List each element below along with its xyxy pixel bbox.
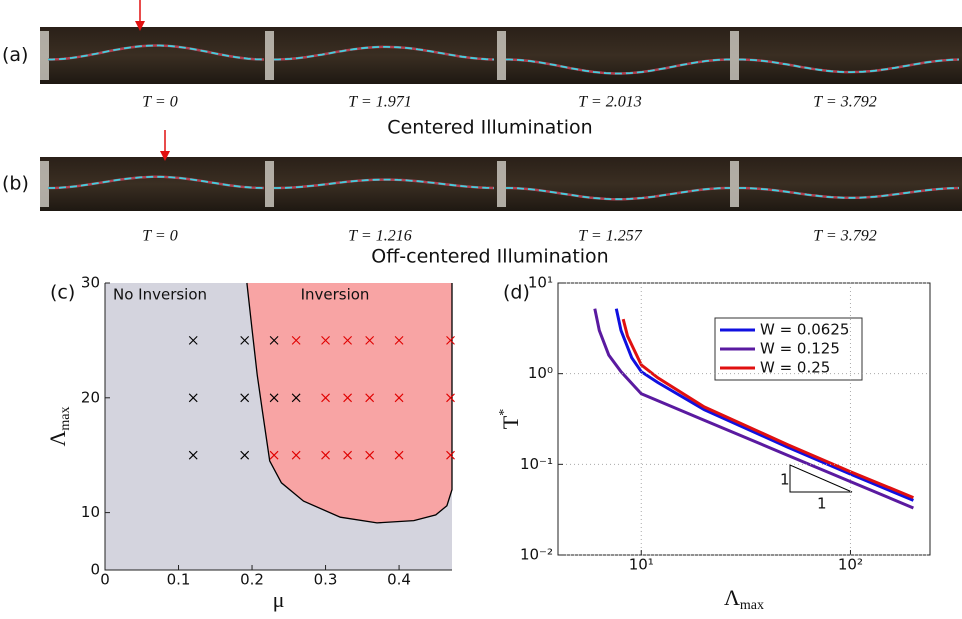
cross-marker xyxy=(269,393,279,403)
caption: Off-centered Illumination xyxy=(371,246,608,268)
fit-curve xyxy=(48,175,265,189)
cross-marker xyxy=(446,393,455,403)
x-axis-label: μ xyxy=(273,587,285,612)
fit-curve xyxy=(739,187,960,199)
y-tick-label: 10⁰ xyxy=(528,364,553,382)
cross-marker xyxy=(321,336,330,345)
series-line xyxy=(593,308,914,510)
panel-label: (a) xyxy=(2,44,28,66)
x-tick-label: 0 xyxy=(100,571,110,589)
needle xyxy=(40,161,49,207)
x-axis-label: Λmax xyxy=(724,585,764,613)
cross-marker xyxy=(446,336,455,345)
cross-marker xyxy=(291,336,301,345)
time-label: T = 1.216 xyxy=(348,228,411,245)
cross-marker xyxy=(365,336,375,345)
cross-marker xyxy=(269,450,279,460)
series-line xyxy=(614,308,914,502)
needle xyxy=(265,31,274,80)
panel-label: (c) xyxy=(50,282,75,304)
cross-marker xyxy=(240,450,250,460)
cross-marker xyxy=(365,393,375,403)
x-axis-label-base: Λ xyxy=(724,585,740,610)
cross-marker xyxy=(321,393,330,403)
needle xyxy=(265,161,274,207)
cross-marker xyxy=(291,450,301,460)
phase-boundary xyxy=(246,282,453,524)
cross-marker xyxy=(291,393,301,403)
fit-curve xyxy=(506,187,730,201)
time-label: T = 2.013 xyxy=(578,94,641,111)
y-tick-label: 10¹ xyxy=(528,274,553,292)
cross-marker xyxy=(394,393,404,403)
slope-label: 1 xyxy=(780,471,790,489)
fit-curve xyxy=(48,44,265,61)
time-label: T = 1.257 xyxy=(578,228,642,245)
cross-marker xyxy=(343,336,352,345)
cross-marker xyxy=(188,336,198,345)
y-tick-label: 20 xyxy=(81,388,100,406)
cross-marker xyxy=(240,336,250,345)
time-label: T = 1.971 xyxy=(348,94,411,111)
x-tick-label: 0.2 xyxy=(240,571,264,589)
needle xyxy=(40,31,49,80)
x-tick-label: 10² xyxy=(838,556,863,574)
cross-marker xyxy=(343,393,352,403)
y-axis-label-sub: max xyxy=(58,406,73,430)
y-axis-label: Λmax xyxy=(45,406,73,446)
cross-marker xyxy=(188,450,198,460)
cross-marker xyxy=(394,336,404,345)
caption: Centered Illumination xyxy=(387,117,592,139)
x-tick-label: 10¹ xyxy=(629,556,654,574)
cross-marker xyxy=(365,450,375,460)
x-tick-label: 0.1 xyxy=(167,571,191,589)
y-tick-label: 10 xyxy=(81,503,100,521)
fit-curve xyxy=(739,58,960,73)
region-label: No Inversion xyxy=(113,286,207,304)
arrow-head xyxy=(135,21,145,31)
cross-marker xyxy=(240,393,250,403)
cross-marker xyxy=(446,450,455,460)
y-tick-label: 0 xyxy=(90,561,100,579)
series-line xyxy=(621,318,914,499)
cross-marker xyxy=(343,450,352,460)
x-tick-label: 0.4 xyxy=(387,571,411,589)
cross-marker xyxy=(394,450,404,460)
needle xyxy=(497,161,506,207)
slope-label: 1 xyxy=(817,495,827,513)
legend-label: W = 0.25 xyxy=(760,359,830,377)
needle xyxy=(497,31,506,80)
y-tick-label: 30 xyxy=(81,274,100,292)
legend-label: W = 0.0625 xyxy=(760,321,849,339)
y-tick-label: 10⁻¹ xyxy=(520,455,553,473)
x-axis-label-sub: max xyxy=(740,598,764,613)
time-label: T = 3.792 xyxy=(813,94,876,111)
slope-triangle xyxy=(789,464,853,493)
arrow-head xyxy=(160,151,170,161)
panel-label: (b) xyxy=(2,173,29,195)
y-tick-label: 10⁻² xyxy=(520,546,553,564)
panel-label: (d) xyxy=(503,282,530,304)
fit-curve xyxy=(506,58,730,75)
time-label: T = 3.792 xyxy=(813,228,876,245)
cross-marker xyxy=(188,393,198,403)
legend-label: W = 0.125 xyxy=(760,340,840,358)
fit-curve xyxy=(274,178,495,189)
needle xyxy=(730,161,739,207)
needle xyxy=(730,31,739,80)
cross-marker xyxy=(321,450,330,460)
y-axis-label-base: Λ xyxy=(45,431,70,447)
time-label: T = 0 xyxy=(142,94,177,111)
x-tick-label: 0.3 xyxy=(314,571,338,589)
cross-marker xyxy=(269,336,279,345)
region-label: Inversion xyxy=(301,286,370,304)
y-axis-label-base: T xyxy=(498,415,523,429)
y-axis-label-sup: * xyxy=(497,409,512,416)
y-axis-label: T* xyxy=(497,409,523,429)
fit-curve xyxy=(274,46,495,61)
time-label: T = 0 xyxy=(142,228,177,245)
